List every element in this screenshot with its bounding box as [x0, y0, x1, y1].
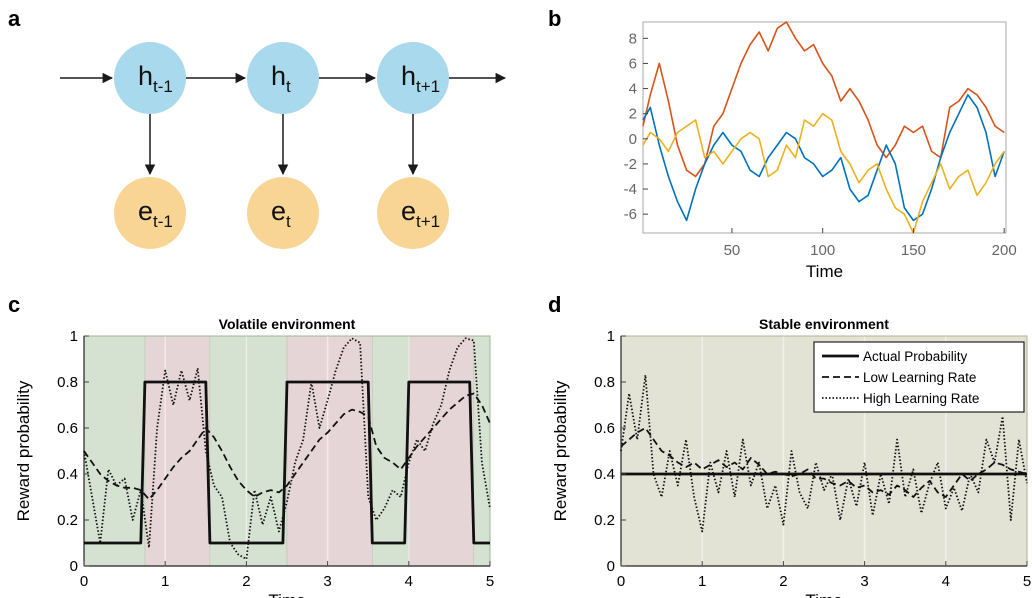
series-line-0 — [642, 21, 1005, 178]
chart-title: Stable environment — [759, 316, 889, 332]
plot-frame — [642, 21, 1007, 234]
y-tick-label: 1 — [607, 328, 615, 345]
hidden-node-2-label: ht+1 — [401, 61, 440, 96]
background-band — [83, 335, 146, 567]
series-line-0 — [84, 380, 490, 545]
legend-label-0: Actual Probability — [863, 349, 968, 364]
y-tick-label: -2 — [624, 156, 637, 173]
x-tick-label: 50 — [724, 242, 741, 259]
hidden-node-1-base: h — [271, 61, 286, 91]
hidden-node-2-base: h — [401, 61, 416, 91]
y-axis-label: Reward probability — [14, 380, 33, 521]
evidence-node-0-label: et-1 — [138, 196, 173, 231]
y-tick-label: 0 — [629, 131, 637, 148]
y-tick-label: 4 — [629, 81, 637, 98]
hidden-node-1-subscript: t — [286, 77, 291, 96]
hidden-node-2-circle — [377, 42, 449, 114]
evidence-node-2-base: e — [401, 196, 416, 226]
x-axis-label: Time — [268, 591, 305, 598]
hidden-node-1-label: ht — [271, 61, 291, 96]
evidence-node-1-base: e — [271, 196, 286, 226]
x-tick-label: 4 — [405, 573, 413, 590]
y-tick-label: -6 — [624, 206, 637, 223]
chart-b: 50 100 150 200 -6 -4 -2 0 2 4 6 8 Time — [624, 21, 1017, 281]
x-tick-label: 200 — [992, 242, 1017, 259]
x-tick-label: 4 — [942, 573, 950, 590]
y-tick-label: 0.6 — [57, 420, 78, 437]
evidence-node-1-label: et — [271, 196, 291, 231]
evidence-node-1-subscript: t — [286, 212, 291, 231]
x-tick-label: 1 — [161, 573, 169, 590]
x-tick-label: 5 — [1023, 573, 1031, 590]
legend-label-1: Low Learning Rate — [863, 370, 976, 385]
series-line-2 — [620, 374, 1028, 533]
background-band — [209, 335, 288, 567]
y-tick-label: 0.4 — [57, 466, 78, 483]
hidden-node-0-circle — [114, 42, 186, 114]
x-axis-label: Time — [805, 591, 842, 598]
series-line-1 — [642, 94, 1005, 222]
legend-label-2: High Learning Rate — [863, 391, 979, 406]
evidence-node-2-subscript: t+1 — [416, 212, 440, 231]
x-tick-label: 2 — [779, 573, 787, 590]
series-line-1 — [620, 427, 1028, 498]
hidden-node-0-label: ht-1 — [138, 61, 173, 96]
hidden-node-0-subscript: t-1 — [153, 77, 173, 96]
chart-title: Volatile environment — [219, 316, 356, 332]
hidden-node-0-base: h — [138, 61, 153, 91]
y-tick-label: 0 — [607, 558, 615, 575]
evidence-node-0-base: e — [138, 196, 153, 226]
panel-letter-d: d — [548, 292, 561, 317]
y-tick-label: 0.2 — [57, 512, 78, 529]
hidden-node-1-circle — [247, 42, 319, 114]
y-tick-label: 1 — [70, 328, 78, 345]
hidden-node-2-subscript: t+1 — [416, 77, 440, 96]
x-tick-label: 1 — [698, 573, 706, 590]
series-line-2 — [642, 112, 1005, 234]
x-tick-label: 2 — [242, 573, 250, 590]
chart-c-volatile: 0 1 2 3 4 5 0 0.2 0.4 0.6 0.8 1 Volatile environment… — [14, 316, 494, 598]
y-axis-label: Reward probability — [551, 380, 570, 521]
evidence-node-1-circle — [247, 177, 319, 249]
series-line-2 — [83, 337, 491, 560]
y-tick-label: 0.8 — [57, 374, 78, 391]
evidence-node-2-circle — [377, 177, 449, 249]
y-tick-label: -4 — [624, 181, 637, 198]
x-tick-label: 100 — [810, 242, 835, 259]
y-tick-label: 0.8 — [594, 374, 615, 391]
panel-letter-b: b — [548, 6, 561, 31]
x-tick-label: 0 — [80, 573, 88, 590]
evidence-node-0-subscript: t-1 — [153, 212, 173, 231]
x-tick-label: 5 — [486, 573, 494, 590]
background-band — [408, 335, 475, 567]
x-tick-label: 3 — [860, 573, 868, 590]
y-tick-label: 0.6 — [594, 420, 615, 437]
x-tick-label: 3 — [323, 573, 331, 590]
chart-d-stable: 0 1 2 3 4 5 0 0.2 0.4 0.6 0.8 1 Stable environment Ti… — [551, 316, 1031, 598]
hmm-diagram: ht-1 ht ht+1et-1 et et+1 — [60, 42, 507, 249]
x-tick-label: 0 — [617, 573, 625, 590]
y-tick-label: 8 — [629, 30, 637, 47]
x-tick-label: 150 — [901, 242, 926, 259]
panel-letter-a: a — [8, 6, 21, 31]
background-band — [286, 335, 373, 567]
y-tick-label: 6 — [629, 55, 637, 72]
y-tick-label: 2 — [629, 106, 637, 123]
panel-letter-c: c — [8, 292, 20, 317]
background-band — [371, 335, 410, 567]
y-tick-label: 0 — [70, 558, 78, 575]
y-tick-label: 0.4 — [594, 466, 615, 483]
evidence-node-2-label: et+1 — [401, 196, 440, 231]
y-tick-label: 0.2 — [594, 512, 615, 529]
evidence-node-0-circle — [114, 177, 186, 249]
x-axis-label: Time — [806, 262, 843, 281]
